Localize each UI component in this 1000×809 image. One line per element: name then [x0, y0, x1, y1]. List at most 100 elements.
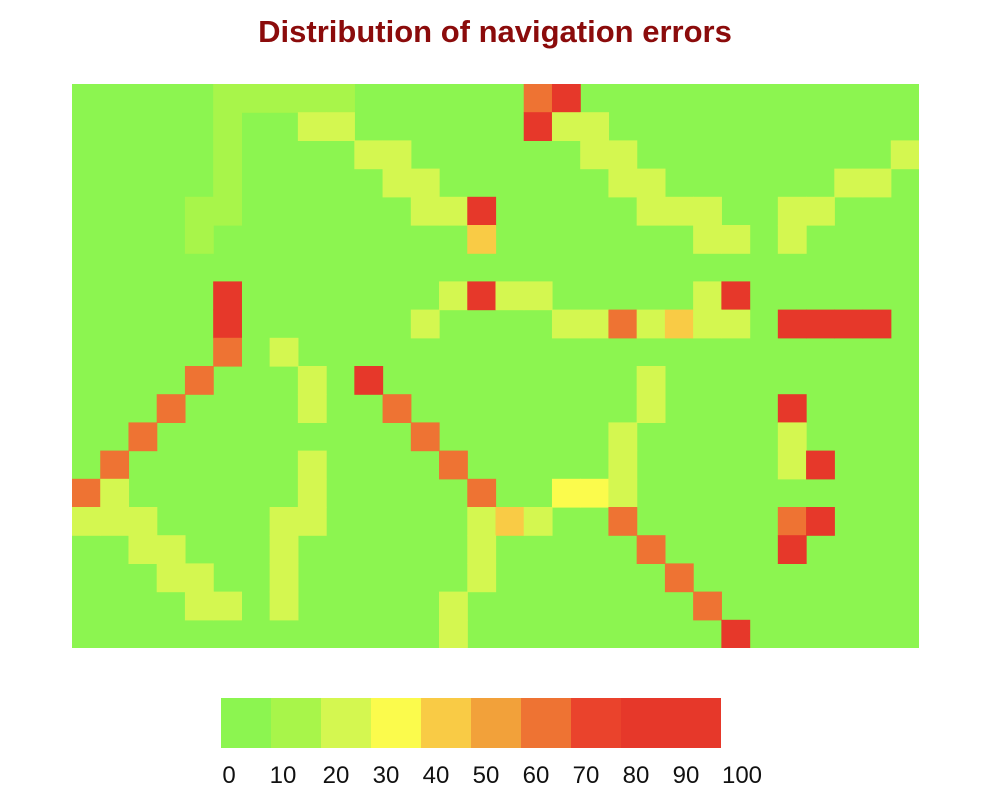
heatmap-cell — [777, 450, 807, 480]
heatmap-cell — [439, 619, 468, 648]
heatmap-cell — [580, 309, 610, 339]
heatmap-cell — [551, 112, 581, 141]
heatmap-cell — [693, 225, 722, 254]
heatmap-cell — [806, 450, 835, 480]
heatmap-cell — [777, 309, 807, 339]
heatmap-cell — [777, 535, 807, 564]
heatmap-cell — [410, 422, 440, 452]
heatmap-cell — [777, 196, 807, 226]
heatmap-cell — [100, 507, 130, 536]
heatmap-cell — [72, 478, 101, 508]
colorbar-swatch — [571, 698, 622, 748]
heatmap-cell — [326, 112, 355, 141]
colorbar-swatch — [271, 698, 322, 748]
heatmap-cell — [297, 478, 327, 508]
heatmap-cell — [523, 507, 553, 536]
heatmap-cell — [580, 112, 610, 141]
heatmap-cell — [777, 507, 807, 536]
heatmap-cell — [410, 168, 440, 198]
heatmap-cell — [862, 168, 892, 198]
heatmap-cell — [326, 84, 355, 113]
colorbar-tick-label: 90 — [672, 762, 700, 789]
heatmap-cell — [100, 450, 130, 480]
heatmap-cell — [269, 84, 299, 113]
heatmap-cell — [213, 168, 242, 198]
heatmap-cell — [128, 507, 158, 536]
heatmap-cell — [834, 168, 864, 198]
heatmap-cell — [721, 281, 751, 311]
colorbar-tick-label: 80 — [622, 762, 650, 789]
heatmap-cell — [100, 478, 130, 508]
colorbar-swatch — [621, 698, 672, 748]
heatmap-cell — [777, 422, 807, 452]
heatmap-cell — [693, 196, 722, 226]
heatmap-cell — [636, 535, 666, 564]
heatmap-cell — [72, 507, 101, 536]
heatmap-cell — [890, 140, 919, 170]
heatmap-cell — [608, 309, 638, 339]
heatmap-cell — [184, 196, 214, 226]
colorbar-swatch — [521, 698, 572, 748]
heatmap-cell — [213, 112, 242, 141]
heatmap-cell — [721, 619, 751, 648]
heatmap-cell — [551, 309, 581, 339]
heatmap-cell — [693, 281, 722, 311]
colorbar-tick-label: 30 — [372, 762, 400, 789]
heatmap-grid — [72, 84, 919, 648]
heatmap-cell — [439, 591, 468, 621]
heatmap-cell — [636, 196, 666, 226]
colorbar-tick-label: 60 — [522, 762, 550, 789]
colorbar-swatch — [221, 698, 272, 748]
heatmap-cell — [382, 168, 412, 198]
heatmap-cell — [664, 309, 694, 339]
heatmap-cell — [269, 535, 299, 564]
heatmap-cell — [523, 281, 553, 311]
colorbar-tick-label: 50 — [472, 762, 500, 789]
heatmap-cell — [184, 225, 214, 254]
heatmap-cell — [128, 535, 158, 564]
heatmap-cell — [382, 140, 412, 170]
heatmap-cell — [693, 309, 722, 339]
heatmap-cell — [213, 140, 242, 170]
heatmap-cell — [410, 196, 440, 226]
heatmap-cell — [213, 591, 242, 621]
heatmap-cell — [213, 196, 242, 226]
heatmap-cell — [213, 281, 242, 311]
colorbar-swatch — [421, 698, 472, 748]
heatmap-cell — [664, 563, 694, 593]
heatmap-cell — [551, 84, 581, 113]
heatmap-cell — [241, 84, 271, 113]
heatmap-cell — [636, 394, 666, 423]
colorbar-swatch — [371, 698, 422, 748]
heatmap-cell — [806, 309, 835, 339]
heatmap-cell — [693, 591, 722, 621]
colorbar-swatch — [321, 698, 372, 748]
heatmap-cell — [467, 535, 497, 564]
heatmap-cell — [608, 422, 638, 452]
heatmap-cell — [184, 366, 214, 395]
heatmap-cell — [721, 309, 751, 339]
heatmap-cell — [580, 140, 610, 170]
heatmap-cell — [410, 309, 440, 339]
heatmap-cell — [213, 309, 242, 339]
heatmap-cell — [777, 225, 807, 254]
colorbar-swatch — [671, 698, 721, 748]
heatmap-cell — [721, 225, 751, 254]
heatmap-cell — [523, 112, 553, 141]
heatmap-cell — [382, 394, 412, 423]
heatmap-cell — [297, 507, 327, 536]
heatmap-cell — [269, 337, 299, 367]
colorbar-swatch — [471, 698, 522, 748]
colorbar-tick-label: 100 — [721, 762, 763, 789]
heatmap-cell — [439, 281, 468, 311]
colorbar-tick-label: 0 — [222, 762, 236, 789]
heatmap-cell — [608, 450, 638, 480]
heatmap-cell — [467, 225, 497, 254]
heatmap-cell — [495, 507, 525, 536]
heatmap-cell — [467, 196, 497, 226]
heatmap-cell — [777, 394, 807, 423]
heatmap-cell — [664, 196, 694, 226]
heatmap-cell — [806, 507, 835, 536]
heatmap-cell — [269, 507, 299, 536]
heatmap-cell — [156, 563, 186, 593]
